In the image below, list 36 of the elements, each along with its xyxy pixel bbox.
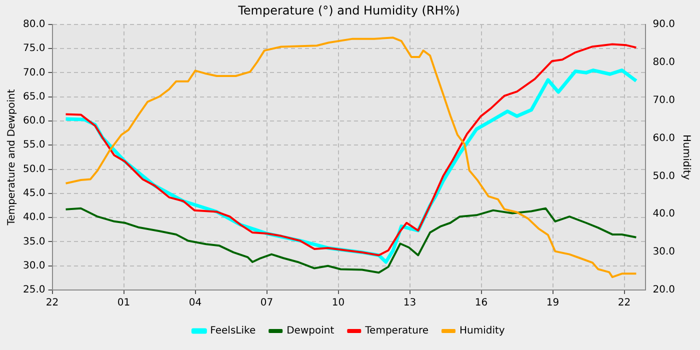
- y2-tick-label: 20.0: [652, 284, 675, 296]
- x-tick-label: 22: [46, 298, 59, 309]
- y-tick-label: 70.0: [23, 67, 46, 78]
- y-tick-label: 50.0: [23, 164, 46, 175]
- x-tick-label: 16: [474, 298, 488, 309]
- x-tick-label: 13: [403, 298, 416, 309]
- y-tick-label: 65.0: [23, 91, 46, 102]
- x-tick-label: 10: [332, 298, 345, 309]
- y-tick-label: 60.0: [23, 116, 46, 127]
- y2-tick-label: 30.0: [652, 246, 675, 258]
- x-tick-label: 07: [260, 298, 274, 309]
- y2-tick-label: 80.0: [652, 56, 675, 68]
- legend-label: Dewpoint: [286, 326, 334, 337]
- y2-axis-title: Humidity: [680, 134, 692, 180]
- y-tick-label: 55.0: [23, 140, 46, 151]
- y-tick-label: 35.0: [23, 236, 46, 248]
- x-tick-label: 22: [618, 298, 631, 309]
- legend-label: Temperature: [364, 326, 428, 337]
- y2-tick-label: 50.0: [652, 170, 675, 182]
- y-tick-label: 40.0: [23, 212, 46, 224]
- legend-label: Humidity: [459, 326, 505, 337]
- y-tick-label: 80.0: [23, 18, 46, 30]
- y-axis-title: Temperature and Dewpoint: [6, 89, 18, 226]
- x-tick-label: 01: [117, 298, 130, 309]
- x-tick-label: 04: [188, 298, 202, 309]
- y-tick-label: 75.0: [23, 43, 46, 54]
- y-tick-label: 25.0: [23, 284, 46, 296]
- x-tick-label: 19: [546, 298, 560, 309]
- y-tick-label: 45.0: [23, 188, 46, 200]
- y2-tick-label: 70.0: [652, 94, 675, 106]
- y2-tick-label: 40.0: [652, 208, 675, 220]
- chart-title: Temperature (°) and Humidity (RH%): [237, 3, 460, 18]
- y2-tick-label: 90.0: [652, 18, 675, 30]
- y2-tick-label: 60.0: [652, 132, 675, 144]
- y-tick-label: 30.0: [23, 260, 46, 272]
- legend-label: FeelsLike: [210, 326, 256, 337]
